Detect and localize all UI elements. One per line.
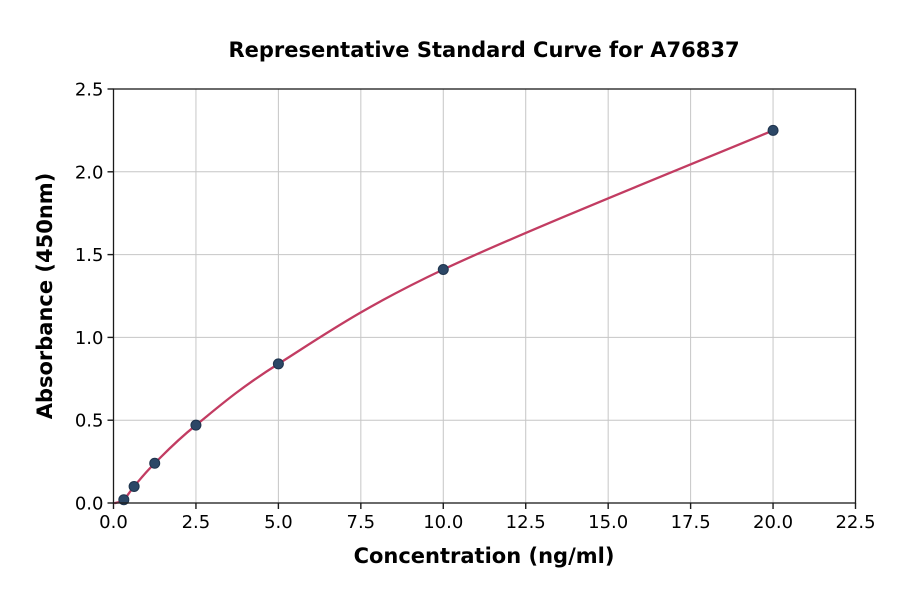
data-point bbox=[272, 358, 284, 370]
data-points-layer bbox=[118, 124, 779, 506]
y-tick-label: 1.5 bbox=[75, 245, 104, 266]
plot-border bbox=[112, 88, 857, 504]
x-tick-label: 20.0 bbox=[753, 512, 793, 533]
x-tick-label: 22.5 bbox=[835, 512, 875, 533]
x-tick-label: 15.0 bbox=[588, 512, 628, 533]
chart-title: Representative Standard Curve for A76837 bbox=[228, 38, 739, 62]
x-tick-label: 0.0 bbox=[99, 512, 128, 533]
plot-area bbox=[113, 89, 856, 503]
x-tick-label: 10.0 bbox=[423, 512, 463, 533]
x-tick-label: 2.5 bbox=[182, 512, 211, 533]
y-tick-label: 2.0 bbox=[75, 162, 104, 183]
data-point bbox=[190, 419, 202, 431]
fit-curve bbox=[114, 129, 775, 505]
axes-spines bbox=[112, 88, 857, 504]
x-tick-label: 7.5 bbox=[347, 512, 376, 533]
y-tick-label: 0.5 bbox=[75, 411, 104, 432]
y-tick-label: 0.0 bbox=[75, 494, 104, 515]
y-tick-label: 1.0 bbox=[75, 328, 104, 349]
y-axis-label: Absorbance (450nm) bbox=[33, 173, 57, 420]
data-point bbox=[128, 480, 140, 492]
data-point bbox=[437, 264, 449, 275]
x-tick-label: 5.0 bbox=[264, 512, 293, 533]
fit-curve-layer bbox=[114, 129, 775, 505]
data-point bbox=[118, 494, 130, 506]
x-tick-label: 17.5 bbox=[671, 512, 711, 533]
x-tick-label: 12.5 bbox=[506, 512, 546, 533]
tick-labels: 0.0 2.5 5.0 7.5 10.0 12.5 15.0 17.5 20.0 22.5 0.0 0… bbox=[75, 80, 876, 534]
y-tick-label: 2.5 bbox=[75, 80, 104, 101]
x-axis-label: Concentration (ng/ml) bbox=[354, 544, 615, 568]
tick-marks bbox=[107, 88, 857, 509]
data-point bbox=[149, 457, 161, 469]
data-point bbox=[767, 124, 779, 136]
